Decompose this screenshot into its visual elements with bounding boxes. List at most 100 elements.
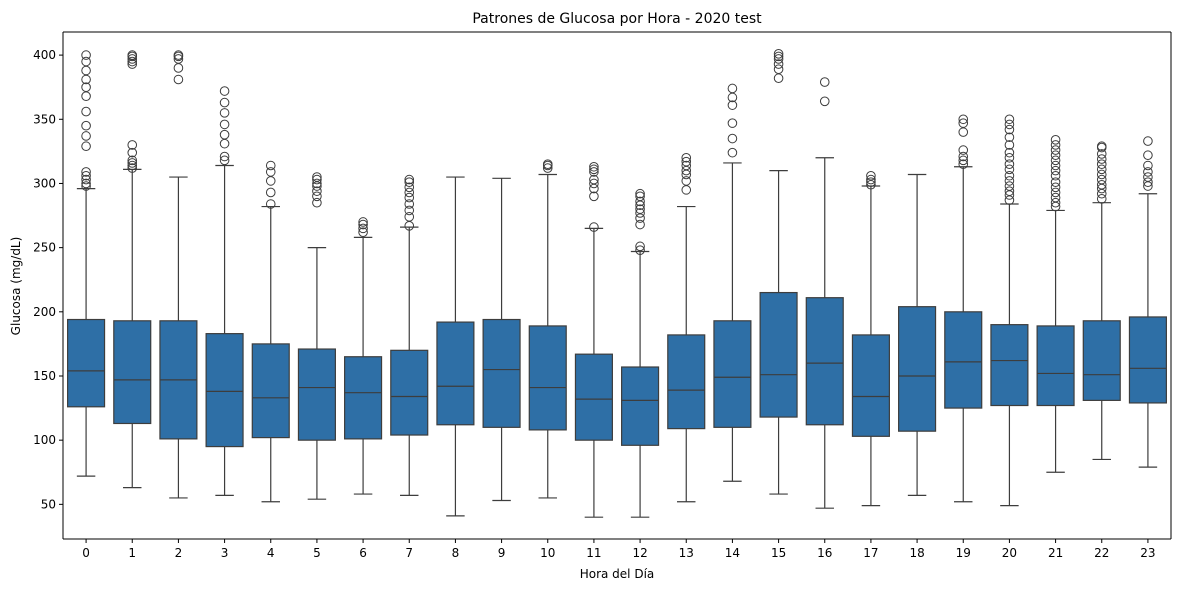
x-tick-label: 20 [1002,546,1017,560]
boxes-layer [67,49,1167,518]
outlier-point [1004,181,1015,191]
outlier-point [1096,179,1107,190]
outlier-point [81,56,91,67]
outlier-point [358,219,368,230]
outlier-point [127,163,138,173]
outlier-point [1050,187,1061,198]
outlier-point [727,133,738,144]
outlier-point [1050,192,1061,203]
box-body [805,297,844,426]
x-tick-label: 19 [956,546,971,560]
x-tick-label: 21 [1048,546,1063,560]
box-body [574,353,613,441]
x-tick-label: 14 [725,546,740,560]
outlier-point [1143,177,1153,187]
outlier-point [219,151,230,162]
outlier-point [219,129,230,140]
outlier-point [635,188,645,199]
outlier-point [127,147,138,158]
x-tick-label: 3 [221,546,229,560]
outlier-point [81,167,91,177]
outlier-point [1050,155,1061,166]
box-body [113,320,152,425]
outlier-point [81,50,91,60]
outlier-point [635,204,645,214]
outlier-point [635,213,645,223]
outlier-point [81,178,91,189]
outlier-point [219,108,230,118]
y-tick-label: 350 [33,112,56,126]
outlier-point [635,241,645,252]
outlier-point [358,223,368,234]
box-body [898,306,937,432]
outlier-point [589,174,599,185]
outlier-point [1004,170,1015,181]
outlier-point [1004,176,1015,186]
x-tick-label: 12 [632,546,647,560]
box-body [667,334,706,430]
outlier-point [219,97,230,108]
outlier-point [635,208,645,218]
x-ticks: 0 1 2 3 4 5 6 7 8 9 10 11 12 13 14 15 16 17 18 19 20 21 22 23 [82,539,1156,560]
outlier-point [958,159,969,170]
outlier-point [1050,145,1061,155]
outlier-point [819,77,830,87]
outlier-point [404,199,415,209]
outlier-point [727,147,738,158]
box-body [759,291,798,418]
outlier-point [312,172,322,182]
outlier-point [173,63,184,73]
outlier-point [589,161,599,172]
box-group-hour-10 [528,159,567,499]
outlier-point [81,65,91,76]
outlier-point [1096,164,1107,175]
x-tick-label: 5 [313,546,321,560]
outlier-point [1143,160,1153,171]
box-body [205,333,244,448]
x-tick-label: 23 [1140,546,1155,560]
box-group-hour-14 [713,83,752,482]
box-group-hour-5 [297,172,336,500]
outlier-point [773,64,784,75]
outlier-point [1143,136,1153,146]
box-body [297,348,336,441]
outlier-point [1050,140,1061,150]
outlier-point [312,178,322,189]
box-group-hour-0 [67,50,106,477]
box-body [944,311,983,409]
outlier-point [358,227,368,238]
outlier-point [958,127,969,137]
axes-layer [62,31,1172,540]
y-tick-label: 50 [41,497,56,511]
outlier-point [1096,194,1107,204]
box-group-hour-7 [390,174,429,496]
outlier-point [173,50,184,60]
outlier-point [81,141,91,152]
outlier-point [1004,132,1015,143]
x-tick-label: 15 [771,546,786,560]
box-body [390,349,429,436]
outlier-point [727,83,738,94]
outlier-point [1004,195,1015,205]
outlier-point [312,186,322,196]
outlier-point [727,100,738,110]
outlier-point [81,170,91,181]
box-group-hour-22 [1082,141,1121,461]
x-tick-label: 16 [817,546,832,560]
outlier-point [265,199,276,209]
outlier-point [958,151,969,162]
x-tick-label: 9 [498,546,506,560]
outlier-point [773,49,784,59]
outlier-point [127,54,138,64]
y-tick-label: 250 [33,241,56,255]
outlier-point [265,167,276,177]
box-body [713,320,752,428]
outlier-point [404,205,415,216]
x-axis-label: Hora del Día [580,567,655,581]
outlier-point [127,160,138,171]
box-body [251,343,290,439]
outlier-point [635,196,645,207]
y-axis-label: Glucosa (mg/dL) [9,237,23,336]
outlier-point [1050,150,1061,161]
